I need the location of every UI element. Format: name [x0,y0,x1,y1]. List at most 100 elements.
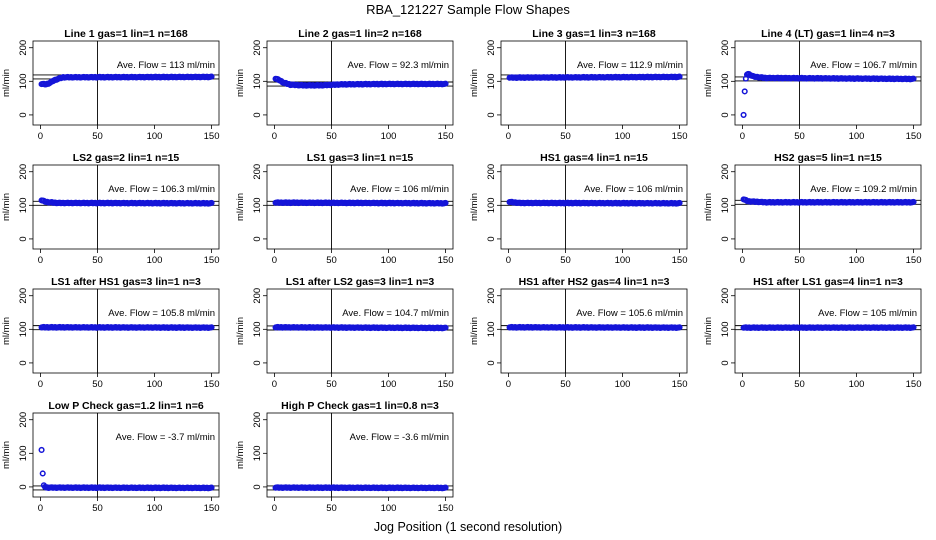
average-flow-label: Ave. Flow = 92.3 ml/min [348,60,449,71]
data-point [910,198,917,205]
panel-title: LS1 after HS1 gas=3 lin=1 n=3 [51,276,201,288]
average-flow-label: Ave. Flow = 106.7 ml/min [810,60,917,71]
data-points [38,197,215,207]
x-tick-label: 100 [849,379,865,390]
y-tick-label: 100 [252,197,263,213]
y-tick-label: 200 [252,412,263,428]
y-tick-label: 200 [252,40,263,56]
x-tick-label: 100 [849,131,865,142]
chart-panel-7: HS1 gas=4 lin=1 n=15 0 50 100 150 0 100 200 ml/m… [469,152,687,266]
chart-panel-14: High P Check gas=1 lin=0.8 n=3 0 50 100 150 0… [235,400,453,514]
x-tick-label: 150 [672,255,688,266]
panel-title: LS1 gas=3 lin=1 n=15 [307,152,414,164]
data-point [910,324,917,331]
x-tick-label: 0 [506,131,511,142]
panel-title: HS1 gas=4 lin=1 n=15 [540,152,648,164]
chart-panel-6: LS1 gas=3 lin=1 n=15 0 50 100 150 0 100 200 ml/m… [235,152,453,266]
y-axis-label: ml/min [1,193,12,221]
chart-panel-11: HS1 after HS2 gas=4 lin=1 n=3 0 50 100 150 0 1… [469,276,687,390]
x-tick-label: 100 [147,503,163,514]
x-tick-label: 50 [92,131,103,142]
panel-title: Line 2 gas=1 lin=2 n=168 [298,28,422,40]
x-tick-label: 50 [560,379,571,390]
average-flow-label: Ave. Flow = 106 ml/min [350,184,449,195]
data-point [676,199,683,207]
panel-title: HS1 after HS2 gas=4 lin=1 n=3 [519,276,670,288]
x-tick-label: 150 [204,503,220,514]
chart-panel-9: LS1 after HS1 gas=3 lin=1 n=3 0 50 100 150 0 1… [1,276,219,390]
y-axis-label: ml/min [703,193,714,221]
x-tick-label: 50 [326,379,337,390]
x-tick-label: 50 [92,255,103,266]
x-tick-label: 100 [381,131,397,142]
x-tick-label: 100 [849,255,865,266]
plot-frame [500,40,688,126]
plot-frame [32,40,220,126]
data-point [208,73,215,80]
y-tick-label: 200 [18,164,29,180]
plot-frame [266,412,454,498]
x-tick-label: 150 [906,131,922,142]
x-tick-label: 150 [672,379,688,390]
y-tick-label: 200 [252,164,263,180]
y-tick-label: 100 [18,73,29,89]
chart-panel-10: LS1 after LS2 gas=3 lin=1 n=3 0 50 100 150 0 1… [235,276,453,390]
data-point-outlier [741,88,748,95]
y-tick-label: 200 [252,288,263,304]
data-points [272,484,449,492]
x-tick-label: 100 [147,379,163,390]
data-points [38,446,215,492]
y-axis-label: ml/min [235,193,246,221]
x-tick-label: 50 [794,255,805,266]
y-tick-label: 100 [18,197,29,213]
x-tick-label: 0 [38,131,43,142]
y-tick-label: 0 [18,112,29,117]
data-points [506,323,683,332]
plot-frame [734,288,922,374]
y-tick-label: 100 [486,73,497,89]
x-tick-label: 100 [381,503,397,514]
data-point [208,324,215,331]
x-tick-label: 150 [438,255,454,266]
data-points [506,73,683,81]
plot-frame [266,288,454,374]
chart-panel-1: Line 1 gas=1 lin=1 n=168 0 50 100 150 0 100 200… [1,28,219,142]
data-point [442,199,449,207]
x-tick-label: 150 [906,379,922,390]
data-point [676,324,683,331]
chart-panel-12: HS1 after LS1 gas=4 lin=1 n=3 0 50 100 150 0 1… [703,276,921,390]
y-tick-label: 0 [486,236,497,241]
panel-title: Line 3 gas=1 lin=3 n=168 [532,28,656,40]
y-tick-label: 100 [252,445,263,461]
y-tick-label: 100 [486,321,497,337]
y-tick-label: 0 [18,360,29,365]
y-tick-label: 0 [252,484,263,489]
y-tick-label: 100 [720,321,731,337]
average-flow-label: Ave. Flow = 105.6 ml/min [576,308,683,319]
data-points [272,199,449,207]
x-tick-label: 50 [92,379,103,390]
panel-title: Line 1 gas=1 lin=1 n=168 [64,28,188,40]
y-tick-label: 0 [720,360,731,365]
average-flow-label: Ave. Flow = 105 ml/min [818,308,917,319]
plot-frame [266,164,454,250]
y-axis-label: ml/min [469,193,480,221]
data-point [442,324,449,331]
y-tick-label: 200 [18,40,29,56]
x-tick-label: 50 [326,503,337,514]
average-flow-label: Ave. Flow = 104.7 ml/min [342,308,449,319]
data-point-outlier [41,483,49,490]
y-axis-label: ml/min [469,317,480,345]
plot-frame [500,164,688,250]
y-tick-label: 200 [18,288,29,304]
y-tick-label: 0 [252,236,263,241]
plot-frame [32,412,220,498]
x-tick-label: 0 [740,379,745,390]
y-tick-label: 100 [18,445,29,461]
data-point [442,484,449,491]
data-points [272,75,449,89]
x-tick-label: 50 [794,131,805,142]
y-tick-label: 0 [252,112,263,117]
x-tick-label: 0 [38,379,43,390]
data-points [38,323,215,332]
